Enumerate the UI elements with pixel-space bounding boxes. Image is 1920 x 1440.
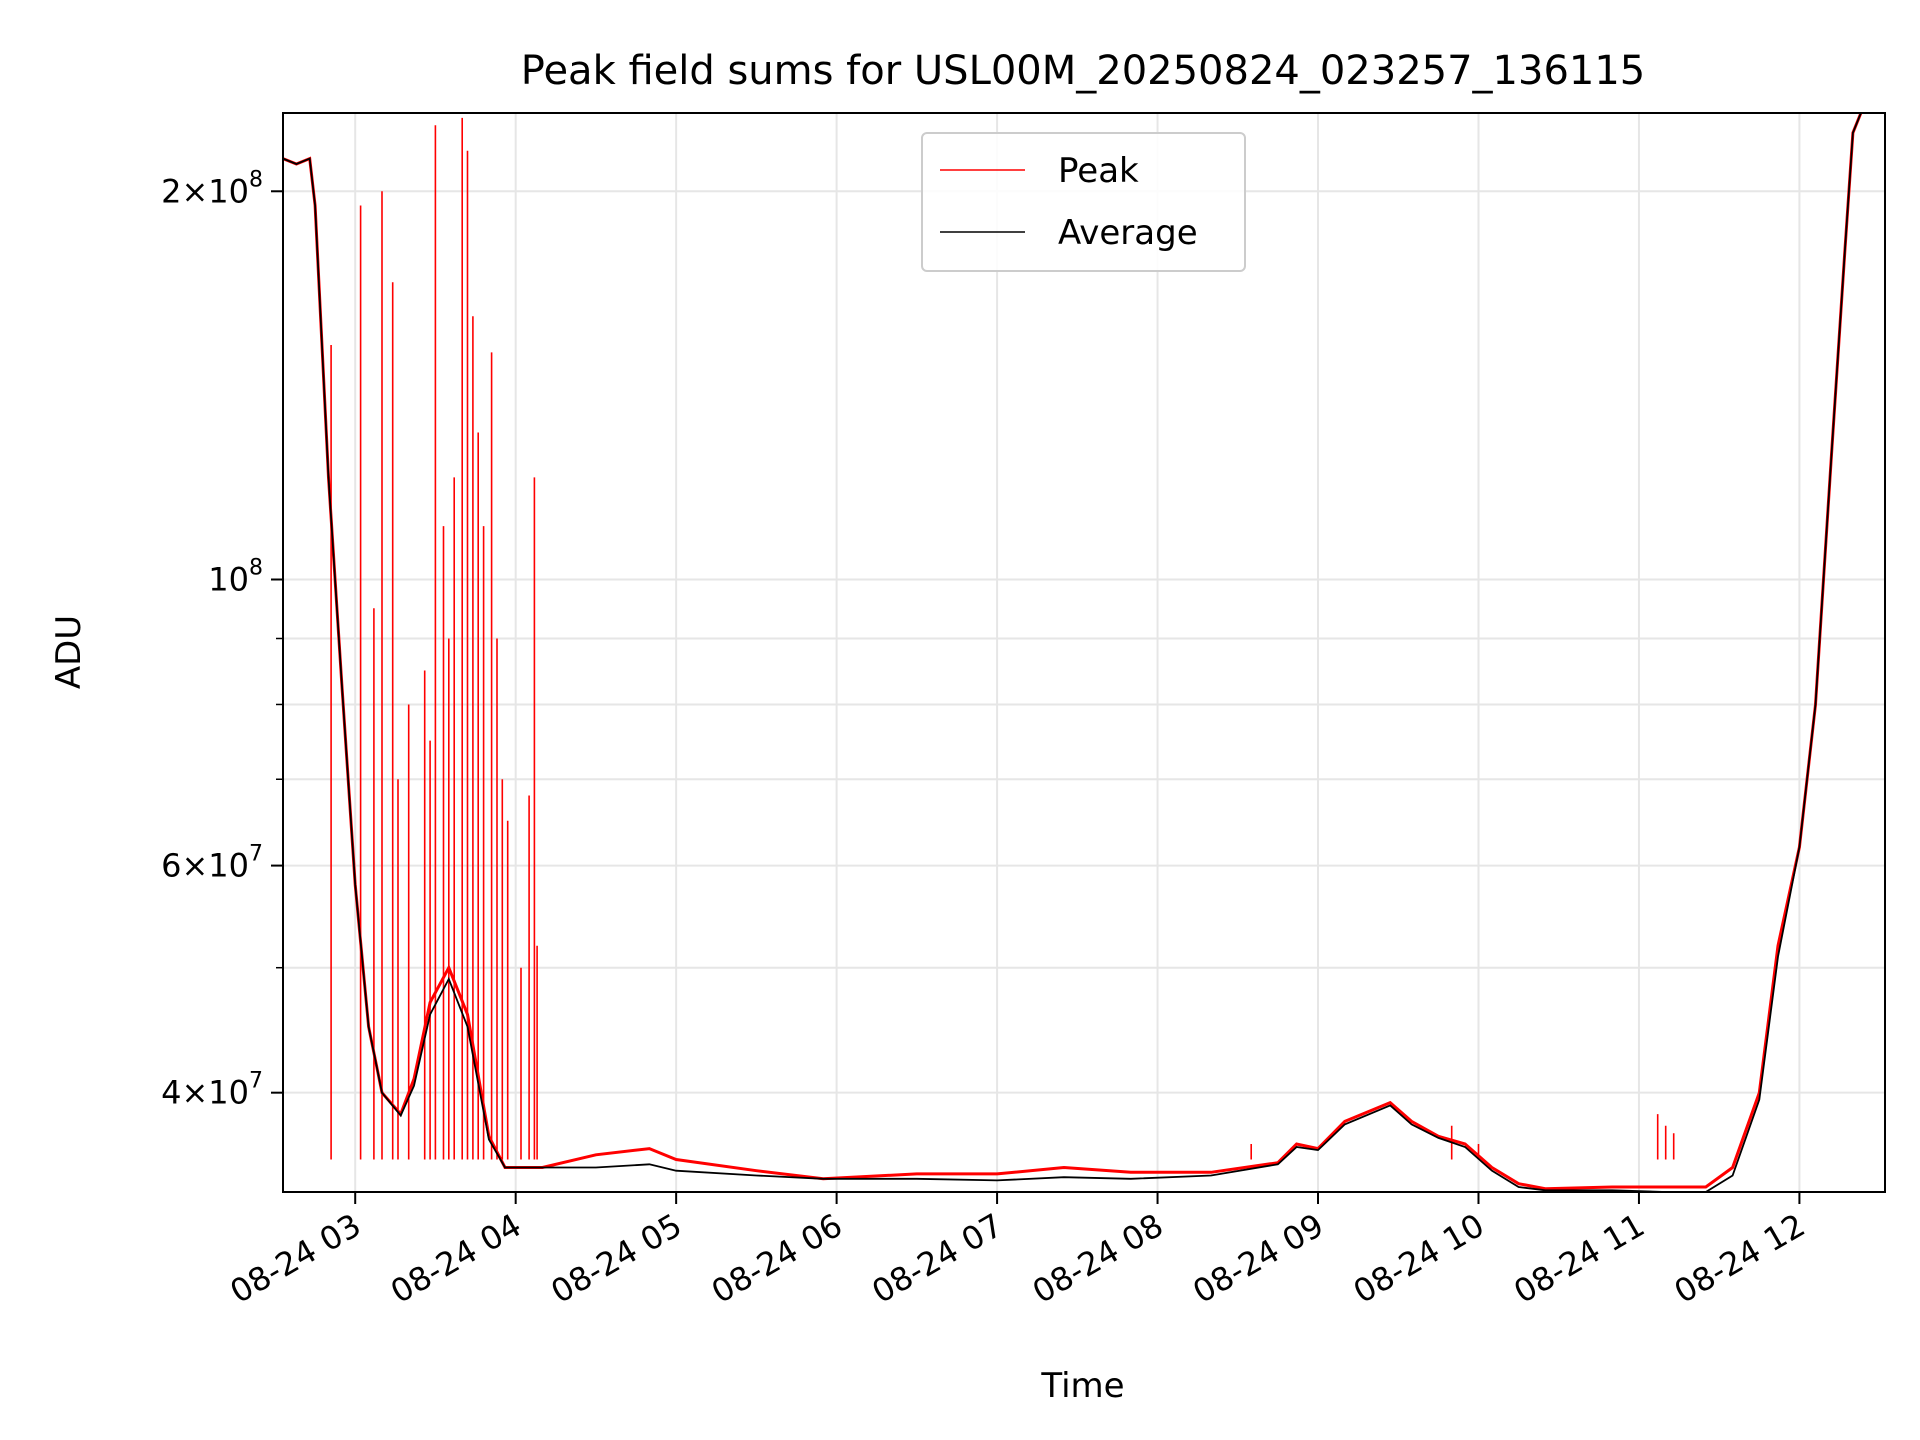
y-axis-label: ADU xyxy=(49,615,89,689)
x-tick-label: 08-24 04 xyxy=(384,1206,528,1311)
x-tick-label: 08-24 09 xyxy=(1186,1206,1330,1311)
series-line-peak xyxy=(283,113,1863,1191)
y-tick-label: 4×107 xyxy=(161,1069,263,1112)
y-tick-exponent: 8 xyxy=(249,555,263,580)
y-tick-mantissa: 4×10 xyxy=(161,1074,249,1112)
peak-spikes xyxy=(330,117,1675,1160)
y-tick-mantissa: 6×10 xyxy=(161,847,249,885)
x-tick-label: 08-24 12 xyxy=(1668,1206,1812,1311)
legend: Peak Average xyxy=(921,132,1246,272)
x-axis-label: Time xyxy=(1040,1366,1124,1406)
y-tick-label: 6×107 xyxy=(161,842,263,885)
y-tick-label: 2×108 xyxy=(161,167,263,210)
x-tick-label: 08-24 06 xyxy=(705,1206,849,1311)
x-tick-label: 08-24 03 xyxy=(224,1206,368,1311)
y-tick-exponent: 7 xyxy=(249,1069,263,1094)
plot-frame xyxy=(282,112,1886,1193)
y-tick-mantissa: 10 xyxy=(208,560,249,598)
series-line-average xyxy=(283,113,1862,1192)
x-tick-label: 08-24 07 xyxy=(865,1206,1009,1311)
x-tick-label: 08-24 08 xyxy=(1026,1206,1170,1311)
legend-box xyxy=(921,132,1246,272)
chart-title: Peak field sums for USL00M_20250824_0232… xyxy=(521,48,1646,94)
legend-label-peak: Peak xyxy=(1058,151,1139,191)
x-axis-ticks: 08-24 03 08-24 04 08-24 05 08-24 06 08-24 07… xyxy=(224,1192,1812,1311)
y-tick-label: 108 xyxy=(208,555,263,598)
y-tick-exponent: 8 xyxy=(249,167,263,192)
y-tick-mantissa: 2×10 xyxy=(161,172,249,210)
x-tick-label: 08-24 05 xyxy=(545,1206,689,1311)
y-tick-exponent: 7 xyxy=(249,842,263,867)
series-lines xyxy=(283,113,1863,1192)
x-tick-label: 08-24 11 xyxy=(1507,1206,1651,1311)
x-tick-label: 08-24 10 xyxy=(1347,1206,1491,1311)
legend-label-average: Average xyxy=(1058,213,1198,253)
grid-lines xyxy=(283,113,1885,1192)
